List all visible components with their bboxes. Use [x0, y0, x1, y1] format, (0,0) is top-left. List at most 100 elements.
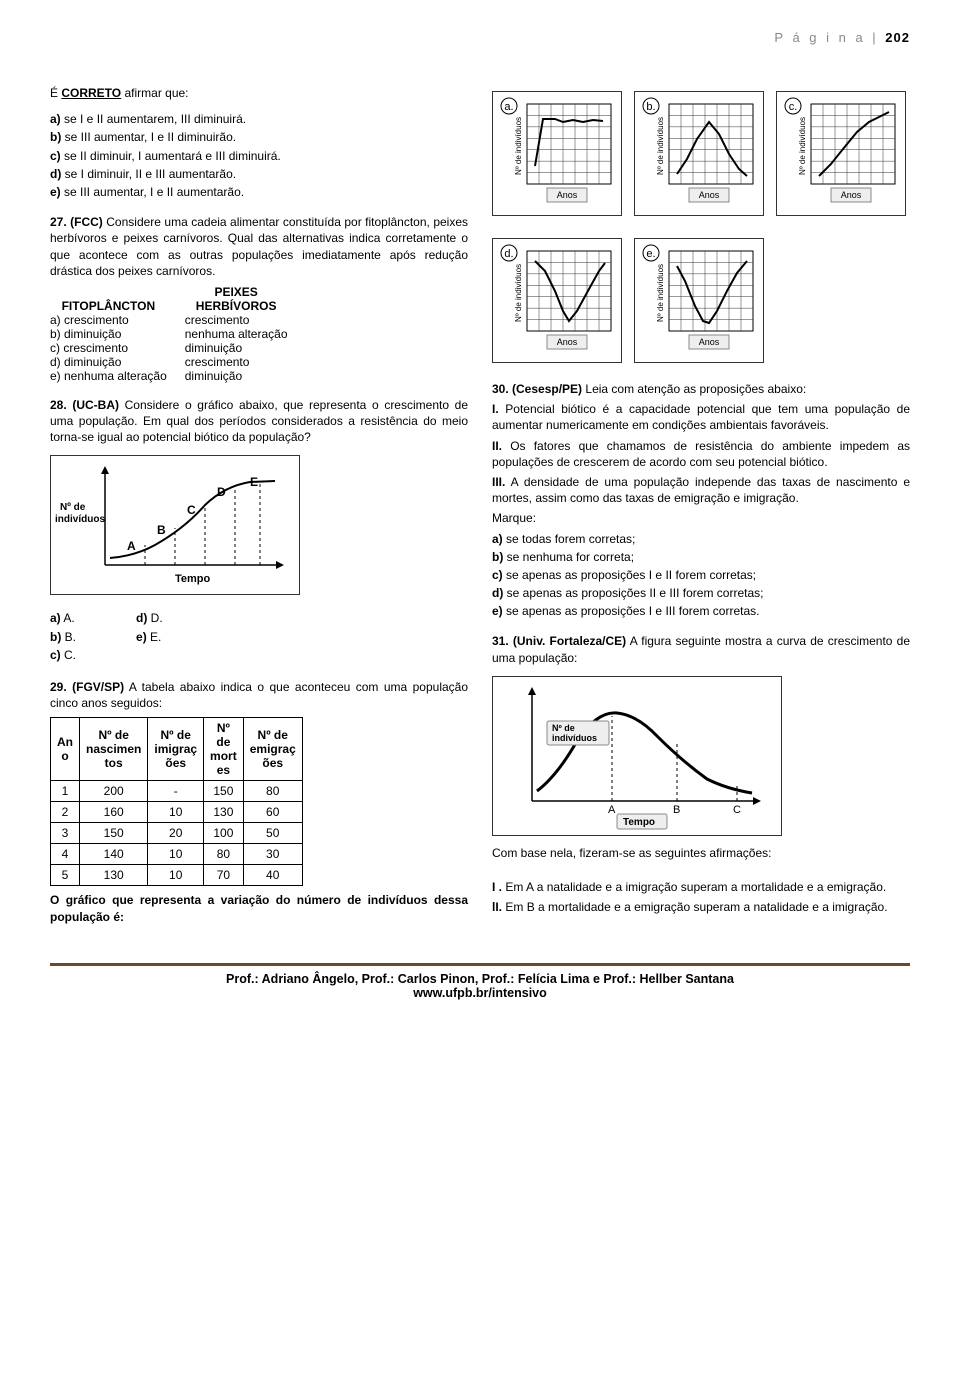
intro-options: a) se I e II aumentarem, III diminuirá. …	[50, 111, 468, 200]
mini-chart-b: b.Nº de indivíduos Anos	[634, 91, 764, 216]
svg-text:e.: e.	[646, 248, 655, 260]
question-30: 30. (Cesesp/PE) Leia com atenção as prop…	[492, 381, 910, 619]
q31-chart: A B C Nº de indivíduos Tempo	[492, 676, 782, 836]
q30-i1: I. Potencial biótico é a capacidade pote…	[492, 401, 910, 433]
q27-r1c1: nenhuma alteração	[185, 327, 306, 341]
q28-b: b) B.	[50, 629, 76, 645]
table-row: 5130107040	[51, 865, 303, 886]
right-column: a.Nº de indivíduosAnosb.Nº de indivíduos…	[492, 85, 910, 939]
q30-options: a) se todas forem corretas; b) se nenhum…	[492, 531, 910, 620]
svg-text:Nº de indivíduos: Nº de indivíduos	[798, 117, 807, 175]
q30-num: 30. (Cesesp/PE)	[492, 382, 582, 396]
question-27: 27. (FCC) Considere uma cadeia alimentar…	[50, 214, 468, 383]
table-row: 31502010050	[51, 823, 303, 844]
opt-a: a) se I e II aumentarem, III diminuirá.	[50, 111, 468, 127]
svg-text:Nº de indivíduos: Nº de indivíduos	[656, 117, 665, 175]
svg-text:Anos: Anos	[699, 337, 720, 347]
q28-options: a) A. b) B. c) C. d) D. e) E.	[50, 610, 468, 665]
q28-chart-svg: A B C D E Nº de indivíduos Tempo	[55, 460, 295, 590]
svg-text:Tempo: Tempo	[623, 817, 655, 828]
page-footer: Prof.: Adriano Ângelo, Prof.: Carlos Pin…	[50, 963, 910, 1000]
opt-e: e) se III aumentar, I e II aumentarão.	[50, 184, 468, 200]
mini-charts-grid: a.Nº de indivíduosAnosb.Nº de indivíduos…	[492, 85, 910, 369]
q31-chart-svg: A B C Nº de indivíduos Tempo	[497, 681, 777, 831]
page-header: P á g i n a | 202	[50, 30, 910, 45]
mini-chart-d: d.Nº de indivíduos Anos	[492, 238, 622, 363]
q29-th3: Nºdemortes	[204, 718, 244, 781]
q27-r1c0: b) diminuição	[50, 327, 185, 341]
q31-af2: lI. Em B a mortalidade e a emigração sup…	[492, 899, 910, 915]
mini-chart-e: e.Nº de indivíduosAnos	[634, 238, 764, 363]
page-label: P á g i n a |	[774, 30, 885, 45]
mini-chart-a: a.Nº de indivíduos Anos	[492, 91, 622, 216]
svg-text:D: D	[217, 485, 226, 499]
q27-r0c0: a) crescimento	[50, 313, 185, 327]
q30-i3: III. A densidade de uma população indepe…	[492, 474, 910, 506]
q30-d: d) se apenas as proposições II e III for…	[492, 585, 910, 601]
opt-d: d) se I diminuir, II e III aumentarão.	[50, 166, 468, 182]
svg-text:Anos: Anos	[557, 337, 578, 347]
q28-c: c) C.	[50, 647, 76, 663]
svg-text:B: B	[673, 804, 680, 816]
svg-text:Nº de: Nº de	[60, 502, 86, 513]
question-28: 28. (UC-BA) Considere o gráfico abaixo, …	[50, 397, 468, 665]
q27-r3c0: d) diminuição	[50, 355, 185, 369]
q30-marque: Marque:	[492, 510, 910, 526]
q27-r2c1: diminuição	[185, 341, 306, 355]
svg-text:Tempo: Tempo	[175, 573, 211, 585]
q31-followup: Com base nela, fizeram-se as seguintes a…	[492, 845, 910, 861]
svg-text:indivíduos: indivíduos	[552, 733, 597, 743]
q27-r2c0: c) crescimento	[50, 341, 185, 355]
intro-text: É CORRETO afirmar que:	[50, 85, 468, 101]
svg-text:C: C	[733, 804, 741, 816]
q27-num: 27. (FCC)	[50, 215, 103, 229]
q28-chart: A B C D E Nº de indivíduos Tempo	[50, 455, 300, 595]
q27-r4c0: e) nenhuma alteração	[50, 369, 185, 383]
q29-followup: O gráfico que representa a variação do n…	[50, 892, 468, 924]
q29-num: 29. (FGV/SP)	[50, 680, 124, 694]
q30-a: a) se todas forem corretas;	[492, 531, 910, 547]
svg-text:Nº de indivíduos: Nº de indivíduos	[514, 117, 523, 175]
q29-th4: Nº deemigrações	[243, 718, 302, 781]
question-31: 31. (Univ. Fortaleza/CE) A figura seguin…	[492, 633, 910, 915]
q29-th2: Nº deimigrações	[148, 718, 204, 781]
q31-num: 31. (Univ. Fortaleza/CE)	[492, 634, 626, 648]
svg-text:Anos: Anos	[699, 190, 720, 200]
table-row: 21601013060	[51, 802, 303, 823]
footer-url: www.ufpb.br/intensivo	[50, 986, 910, 1000]
svg-text:A: A	[127, 539, 136, 553]
mini-chart-c: c.Nº de indivíduosAnos	[776, 91, 906, 216]
q28-e: e) E.	[136, 629, 163, 645]
opt-c: c) se II diminuir, I aumentará e III dim…	[50, 148, 468, 164]
q28-d: d) D.	[136, 610, 163, 626]
svg-text:indivíduos: indivíduos	[55, 514, 105, 525]
svg-text:d.: d.	[504, 248, 513, 260]
left-column: É CORRETO afirmar que: a) se I e II aume…	[50, 85, 468, 939]
q31-af1: I . Em A a natalidade e a imigração supe…	[492, 879, 910, 895]
footer-profs: Prof.: Adriano Ângelo, Prof.: Carlos Pin…	[50, 972, 910, 986]
svg-text:Nº de: Nº de	[552, 723, 575, 733]
content-columns: É CORRETO afirmar que: a) se I e II aume…	[50, 85, 910, 939]
q29-table: Ano Nº denascimentos Nº deimigrações Nºd…	[50, 717, 303, 886]
q30-i2: II. Os fatores que chamamos de resistênc…	[492, 438, 910, 470]
q27-th2b: HERBÍVOROS	[185, 299, 306, 313]
table-row: 4140108030	[51, 844, 303, 865]
q30-e: e) se apenas as proposições I e III fore…	[492, 603, 910, 619]
svg-text:b.: b.	[646, 101, 655, 113]
q27-th2: PEIXES	[185, 285, 306, 299]
opt-b: b) se III aumentar, I e II diminuirão.	[50, 129, 468, 145]
svg-text:Anos: Anos	[557, 190, 578, 200]
q29-th1: Nº denascimentos	[80, 718, 148, 781]
q30-b: b) se nenhuma for correta;	[492, 549, 910, 565]
svg-text:Nº de indivíduos: Nº de indivíduos	[514, 264, 523, 322]
question-29: 29. (FGV/SP) A tabela abaixo indica o qu…	[50, 679, 468, 925]
q28-num: 28. (UC-BA)	[50, 398, 119, 412]
q27-r3c1: crescimento	[185, 355, 306, 369]
svg-text:Anos: Anos	[841, 190, 862, 200]
q28-a: a) A.	[50, 610, 76, 626]
svg-text:a.: a.	[504, 101, 513, 113]
table-row: 1200-15080	[51, 781, 303, 802]
page-number: 202	[885, 30, 910, 45]
q29-th0: Ano	[51, 718, 80, 781]
svg-text:B: B	[157, 523, 166, 537]
